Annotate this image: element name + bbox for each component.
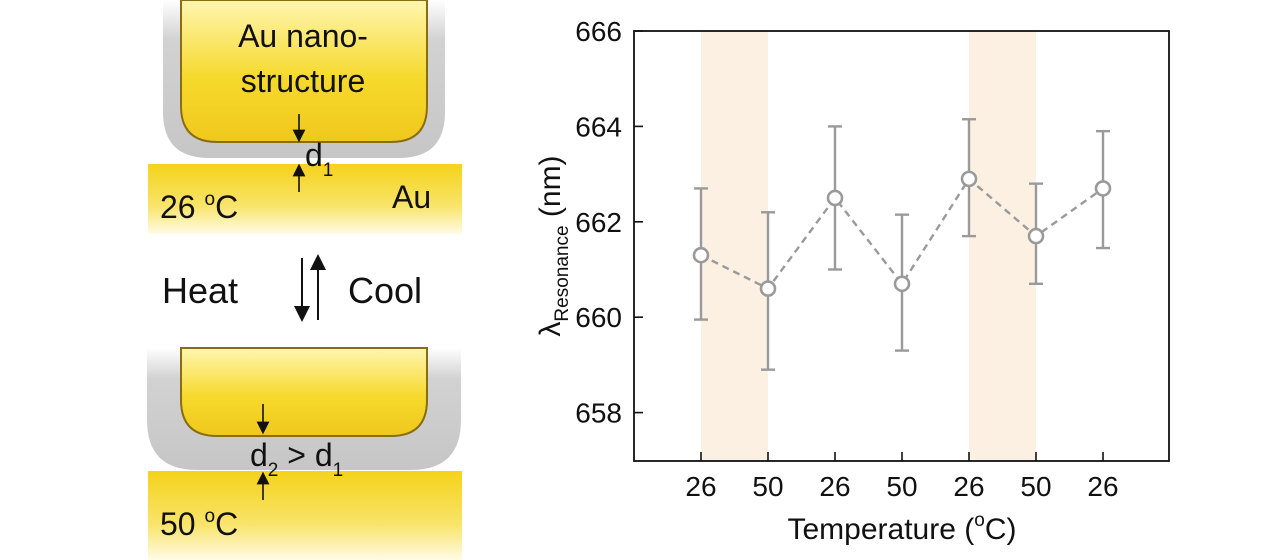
axis-ticks: [634, 30, 1104, 461]
data-point-2: [759, 280, 777, 297]
data-point-4: [893, 275, 911, 293]
plot-frame: [633, 30, 1170, 462]
shaded-band-1: [701, 31, 768, 461]
data-point-6: [1027, 227, 1045, 245]
cool-label: Cool: [348, 270, 422, 311]
schematic-diagram: Au nano- structure d1 26 oC Au Heat Cool…: [147, 0, 462, 560]
bottom-configuration: d2 > d1 50 oC: [147, 347, 462, 560]
top-label-line2: structure: [241, 63, 365, 99]
series-resonance: [692, 118, 1112, 371]
data-point-1: [692, 246, 710, 264]
temperature-26c-label: 26 oC: [160, 189, 238, 225]
data-point-5: [960, 170, 978, 188]
shaded-bands: [701, 31, 1036, 461]
x-tick-label-1: 26: [685, 471, 716, 502]
temperature-50c-label: 50 oC: [160, 506, 238, 542]
top-au-nanostructure: [180, 0, 428, 143]
x-tick-label-2: 50: [752, 471, 783, 502]
x-tick-label-3: 26: [819, 471, 850, 502]
heat-cool-indicator: Heat Cool: [162, 254, 422, 322]
shaded-band-2: [969, 31, 1036, 461]
bottom-au-substrate: [148, 471, 462, 560]
x-tick-label-6: 50: [1020, 471, 1051, 502]
top-configuration: Au nano- structure d1 26 oC Au: [148, 0, 462, 234]
top-label-line1: Au nano-: [238, 18, 368, 54]
x-tick-label-7: 26: [1087, 471, 1118, 502]
data-point-7: [1094, 180, 1112, 197]
x-axis-label: Temperature (oC): [788, 510, 1017, 546]
bottom-au-nanostructure: [180, 347, 428, 437]
heat-label: Heat: [162, 270, 238, 311]
gap-d2-label: d2 > d1: [250, 437, 343, 481]
data-point-3: [826, 189, 844, 207]
x-tick-labels: 26 50 26 50 26 50 26: [685, 471, 1118, 502]
x-tick-label-5: 26: [953, 471, 984, 502]
au-substrate-label: Au: [392, 179, 431, 215]
gap-d1-label: d1: [305, 137, 333, 181]
x-tick-label-4: 50: [886, 471, 917, 502]
series-dashed-line: [700, 177, 1104, 291]
